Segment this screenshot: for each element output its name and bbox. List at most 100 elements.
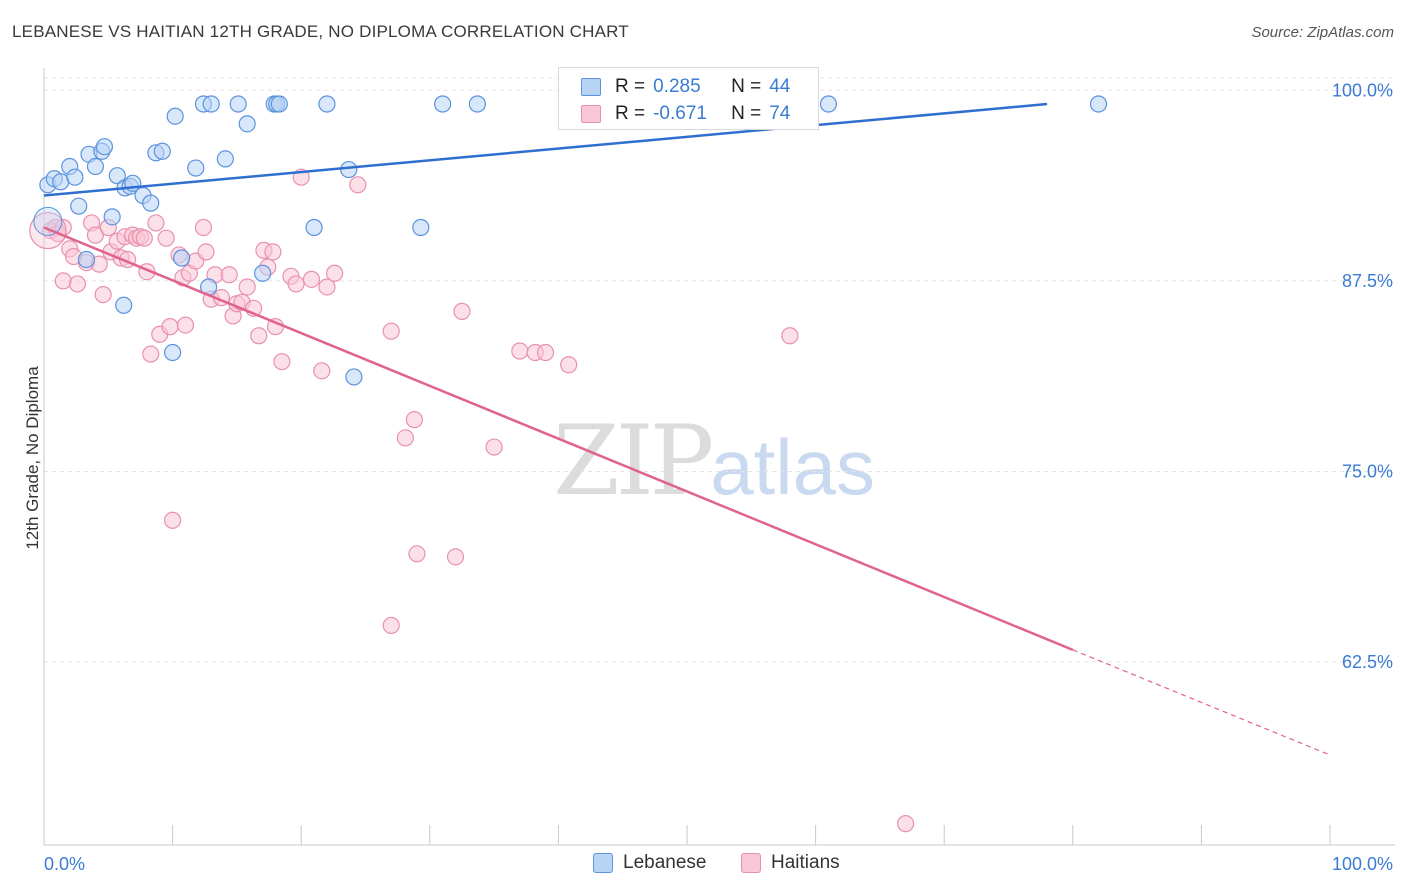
haitian-point (264, 243, 282, 261)
haitian-point (142, 345, 160, 363)
lebanese-point (77, 250, 96, 269)
y-tick-label: 100.0% (1332, 80, 1393, 100)
legend-n-value: 44 (769, 76, 791, 97)
haitian-point (485, 438, 503, 456)
haitian-point (382, 616, 400, 635)
lebanese-point (468, 95, 486, 113)
lebanese-point (216, 150, 234, 168)
legend-swatch-lebanese (581, 78, 601, 96)
lebanese-point (340, 160, 358, 179)
lebanese-point (1089, 95, 1108, 113)
haitian-point (135, 229, 153, 247)
haitian-point (54, 272, 72, 290)
haitian-point (94, 285, 112, 304)
lebanese-point (173, 249, 191, 267)
watermark: ZIPatlas (553, 405, 875, 517)
haitian-point (220, 266, 238, 284)
lebanese-point (95, 138, 114, 156)
haitian-point (349, 176, 367, 194)
lebanese-point (153, 142, 171, 160)
lebanese-point (142, 194, 160, 212)
lebanese-point (412, 218, 430, 237)
correlation-legend: R = 0.285 N = 44 R = -0.671 N = 74 (558, 67, 819, 130)
haitian-point (68, 275, 87, 293)
legend-r-label: R = (615, 76, 646, 97)
series-legend-haitians[interactable]: Haitians (741, 852, 840, 874)
lebanese-point (187, 159, 205, 177)
haitian-point (382, 322, 400, 340)
lebanese-point (318, 95, 336, 113)
haitian-point (273, 353, 291, 371)
haitian-point (194, 218, 213, 237)
haitian-trend-line (43, 226, 1074, 652)
legend-n-value: 74 (769, 103, 791, 124)
series-legend-lebanese[interactable]: Lebanese (593, 852, 706, 874)
legend-row-lebanese: R = 0.285 N = 44 (581, 75, 790, 99)
haitian-point (157, 229, 175, 247)
lebanese-point (108, 167, 126, 185)
series-label-haitians: Haitians (771, 852, 840, 873)
y-tick-label: 87.5% (1342, 271, 1393, 291)
series-legend: Lebanese Haitians (0, 852, 1406, 876)
haitian-cluster-point (29, 211, 67, 250)
lebanese-cluster-point (33, 206, 63, 236)
x-tick-label: 100.0% (1332, 854, 1393, 874)
series-swatch-haitians (741, 853, 761, 873)
haitian-point (161, 318, 179, 336)
haitian-point (287, 275, 305, 293)
legend-row-haitians: R = -0.671 N = 74 (581, 102, 790, 126)
haitian-point (897, 815, 915, 833)
lebanese-point (819, 95, 838, 113)
lebanese-point (103, 208, 121, 226)
lebanese-point (166, 107, 184, 125)
haitian-point (176, 316, 195, 334)
y-tick-label: 75.0% (1342, 461, 1393, 481)
haitian-point (147, 214, 165, 232)
haitian-point (302, 270, 321, 288)
lebanese-trend-line (43, 102, 1048, 197)
haitian-point (238, 278, 256, 296)
lebanese-point (238, 115, 256, 133)
legend-n-label: N = (731, 103, 762, 124)
haitian-point (86, 226, 105, 244)
chart-title: LEBANESE VS HAITIAN 12TH GRADE, NO DIPLO… (12, 22, 629, 41)
series-swatch-lebanese (593, 853, 613, 873)
chart-source: Source: ZipAtlas.com (1251, 24, 1394, 41)
lebanese-point (305, 218, 323, 237)
series-label-lebanese: Lebanese (623, 852, 707, 873)
lebanese-point (270, 95, 288, 113)
haitian-point (781, 327, 799, 345)
watermark-atlas: atlas (710, 423, 875, 511)
haitian-point (453, 302, 471, 320)
haitian-point (511, 342, 529, 360)
haitian-point (250, 327, 268, 345)
x-tick-label: 0.0% (44, 854, 85, 874)
lebanese-point (70, 197, 88, 215)
haitian-point (326, 264, 344, 282)
haitian-point (396, 429, 414, 447)
y-tick-label: 62.5% (1342, 652, 1393, 672)
watermark-zip: ZIP (553, 405, 714, 517)
haitian-point (197, 243, 215, 261)
haitian-trend-extension (1072, 649, 1331, 756)
lebanese-point (229, 95, 247, 113)
lebanese-point (86, 157, 105, 176)
haitian-point (313, 362, 331, 380)
haitian-point (164, 511, 182, 529)
lebanese-point (66, 168, 84, 186)
haitian-point (408, 545, 426, 563)
lebanese-point (202, 95, 220, 113)
haitian-point (405, 411, 423, 429)
y-axis-label: 12th Grade, No Diploma (23, 366, 42, 550)
legend-r-value: -0.671 (653, 103, 707, 124)
lebanese-point (254, 264, 272, 282)
legend-n-label: N = (731, 76, 762, 97)
haitian-point (536, 343, 555, 362)
haitian-point (560, 356, 578, 374)
haitian-point (446, 548, 465, 566)
lebanese-point (345, 368, 363, 386)
legend-r-value: 0.285 (653, 76, 701, 97)
lebanese-point (434, 95, 452, 113)
lebanese-point (115, 296, 133, 314)
lebanese-point (52, 173, 70, 191)
